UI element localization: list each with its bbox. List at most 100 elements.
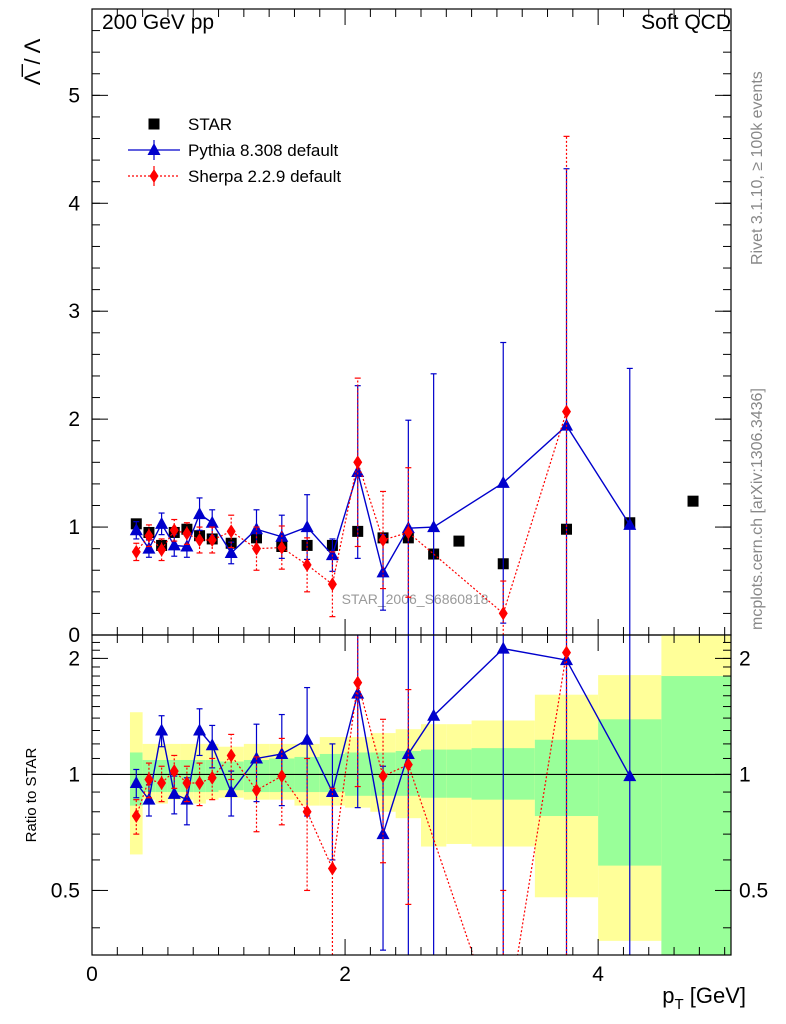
y-tick-label: 1 — [68, 763, 80, 786]
data-point — [277, 540, 287, 555]
data-point — [275, 746, 289, 759]
data-point — [687, 495, 699, 507]
legend-marker — [149, 169, 159, 183]
data-point — [623, 517, 637, 530]
data-point — [427, 520, 441, 533]
data-point — [251, 783, 261, 798]
data-point — [207, 533, 217, 548]
data-point — [157, 776, 167, 791]
legend-label: STAR — [188, 115, 232, 134]
y-tick-label-right: 1 — [739, 763, 751, 786]
legend-marker — [147, 143, 161, 155]
data-point — [427, 708, 441, 721]
data-point — [182, 776, 192, 791]
data-point — [205, 738, 219, 751]
data-point — [498, 606, 508, 621]
data-point — [302, 557, 312, 572]
watermark-label: STAR_2006_S6860818 — [342, 591, 489, 607]
data-point — [142, 792, 156, 805]
data-point — [300, 520, 314, 533]
data-point — [496, 475, 510, 488]
data-point — [562, 404, 572, 419]
x-tick-label: 2 — [339, 963, 351, 986]
data-point — [378, 769, 388, 784]
data-point — [560, 418, 574, 431]
x-axis-label: pT [GeV] — [662, 983, 746, 1013]
y-tick-label-right: 0.5 — [739, 879, 768, 902]
data-point — [623, 769, 637, 782]
rivet-label: Rivet 3.1.10, ≥ 100k events — [749, 71, 766, 265]
data-point — [142, 541, 156, 554]
data-point — [224, 785, 238, 798]
data-point — [249, 522, 263, 535]
axes-frame — [91, 634, 732, 956]
data-point — [182, 526, 192, 541]
data-point — [155, 723, 169, 736]
data-point — [193, 507, 207, 520]
data-point — [131, 809, 141, 824]
data-point — [180, 792, 194, 805]
data-point — [193, 723, 207, 736]
data-point — [157, 542, 167, 557]
ratio-panel: 0 2 4 0.5 1 2 0.5 1 2 Ratio to STAR — [23, 634, 768, 986]
series-line — [135, 411, 568, 615]
data-point — [131, 544, 141, 559]
data-point — [226, 748, 236, 763]
y-tick-label: 4 — [68, 192, 80, 215]
y-tick-label-right: 2 — [739, 647, 751, 670]
legend: STAR Pythia 8.308 default Sherpa 2.2.9 def… — [128, 115, 341, 186]
data-point — [180, 539, 194, 552]
y-tick-label: 1 — [68, 516, 80, 539]
data-point — [327, 577, 337, 592]
uncertainty-band-inner — [661, 676, 731, 955]
ratio-bands — [129, 635, 731, 955]
data-point — [562, 645, 572, 660]
data-point — [226, 524, 236, 539]
legend-marker — [148, 118, 160, 130]
data-point — [205, 515, 219, 528]
data-point — [325, 785, 339, 798]
data-point — [169, 523, 179, 538]
data-point — [378, 533, 388, 548]
data-point — [302, 804, 312, 819]
data-point — [403, 757, 413, 772]
y-tick-label: 2 — [68, 408, 80, 431]
data-point — [129, 776, 143, 789]
y-tick-label: 3 — [68, 300, 80, 323]
data-point — [144, 772, 154, 787]
data-point — [169, 764, 179, 779]
y-tick-label: 0.5 — [51, 879, 80, 902]
data-point — [167, 786, 181, 799]
y-tick-label: 0 — [68, 624, 80, 647]
data-point — [195, 533, 205, 548]
data-point — [195, 776, 205, 791]
y-tick-label: 5 — [68, 84, 80, 107]
header-left-label: 200 GeV pp — [102, 11, 214, 34]
data-point — [155, 516, 169, 529]
x-tick-label: 0 — [86, 963, 98, 986]
data-point — [496, 641, 510, 654]
data-point — [207, 770, 217, 785]
data-point — [167, 538, 181, 551]
ratio-axes: 0 2 4 0.5 1 2 0.5 1 2 — [51, 634, 768, 986]
data-point — [353, 455, 363, 470]
data-point — [325, 548, 339, 561]
data-point — [144, 528, 154, 543]
mcplots-label: mcplots.cern.ch [arXiv:1306.3436] — [749, 388, 766, 630]
legend-label: Pythia 8.308 default — [188, 141, 339, 160]
data-point — [300, 732, 314, 745]
ratio-series — [92, 635, 731, 955]
main-series — [129, 135, 699, 635]
data-point — [453, 535, 465, 547]
data-point — [403, 525, 413, 540]
main-panel: STAR_2006_S6860818 0 1 2 3 4 5 Λ̅ / Λ STAR Pyt… — [20, 8, 732, 647]
x-tick-label: 4 — [592, 963, 604, 986]
data-point — [277, 769, 287, 784]
data-point — [351, 465, 365, 478]
legend-label: Sherpa 2.2.9 default — [188, 167, 341, 186]
main-axes: 0 1 2 3 4 5 — [68, 8, 732, 647]
data-point — [251, 541, 261, 556]
main-ylabel: Λ̅ / Λ — [20, 38, 45, 85]
ratio-ylabel: Ratio to STAR — [23, 747, 40, 842]
data-point — [224, 545, 238, 558]
